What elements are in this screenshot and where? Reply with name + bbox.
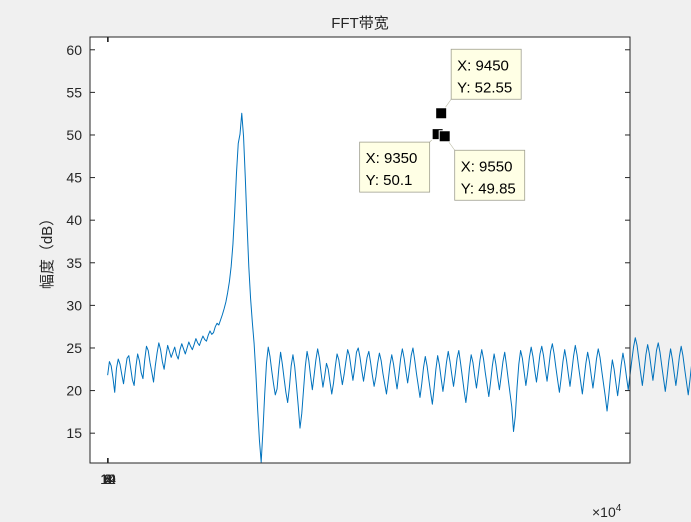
- x-exponent-base: ×10: [592, 504, 616, 520]
- x-tick-label: 14: [100, 471, 116, 487]
- datatip-marker[interactable]: [435, 107, 448, 120]
- x-tick-label: 10: [100, 471, 116, 487]
- y-tick-label: 35: [66, 255, 82, 271]
- y-axis-label: 幅度（dB）: [39, 211, 56, 289]
- x-axis-exponent: ×104: [592, 503, 622, 520]
- datatip-y-text: Y: 52.55: [457, 79, 512, 96]
- x-exponent-power: 4: [616, 503, 622, 514]
- x-tick-label: 0: [104, 471, 112, 487]
- y-tick-label: 50: [66, 127, 82, 143]
- datatip-x-text: X: 9550: [461, 158, 513, 175]
- x-tick-label: 8: [104, 471, 112, 487]
- y-tick-label: 45: [66, 170, 82, 186]
- chart-title: FFT带宽: [331, 15, 389, 32]
- datatip-x-text: X: 9450: [457, 57, 509, 74]
- axes-box: [89, 36, 631, 464]
- datatip-1[interactable]: X: 9350 Y: 50.1: [359, 128, 444, 193]
- datatip-x-text: X: 9350: [366, 150, 418, 167]
- datatip-marker[interactable]: [438, 130, 451, 143]
- datatips[interactable]: X: 9450 Y: 52.55 X: 9350 Y: 50.1 X: 9550 Y: 4…: [359, 48, 526, 201]
- datatip-box[interactable]: [450, 48, 522, 100]
- x-tick-label: 12: [100, 471, 116, 487]
- y-tick-label: 60: [66, 42, 82, 58]
- x-tick-label: 4: [104, 471, 112, 487]
- datatip-2[interactable]: X: 9550 Y: 49.85: [438, 130, 526, 201]
- y-tick-label: 55: [66, 84, 82, 100]
- series-line-0[interactable]: [107, 112, 691, 463]
- datatip-0[interactable]: X: 9450 Y: 52.55: [435, 48, 522, 120]
- y-tick-label: 30: [66, 297, 82, 313]
- x-tick-label: 2: [104, 471, 112, 487]
- y-tick-label: 15: [66, 425, 82, 441]
- datatip-y-text: Y: 50.1: [366, 172, 413, 189]
- plot-area[interactable]: [107, 112, 691, 463]
- datatip-y-text: Y: 49.85: [461, 180, 516, 197]
- x-tick-label: 6: [104, 471, 112, 487]
- y-tick-label: 40: [66, 212, 82, 228]
- datatip-box[interactable]: [454, 149, 526, 201]
- y-tick-label: 25: [66, 340, 82, 356]
- datatip-box[interactable]: [359, 141, 431, 193]
- y-tick-label: 20: [66, 383, 82, 399]
- axes-background: [90, 37, 630, 463]
